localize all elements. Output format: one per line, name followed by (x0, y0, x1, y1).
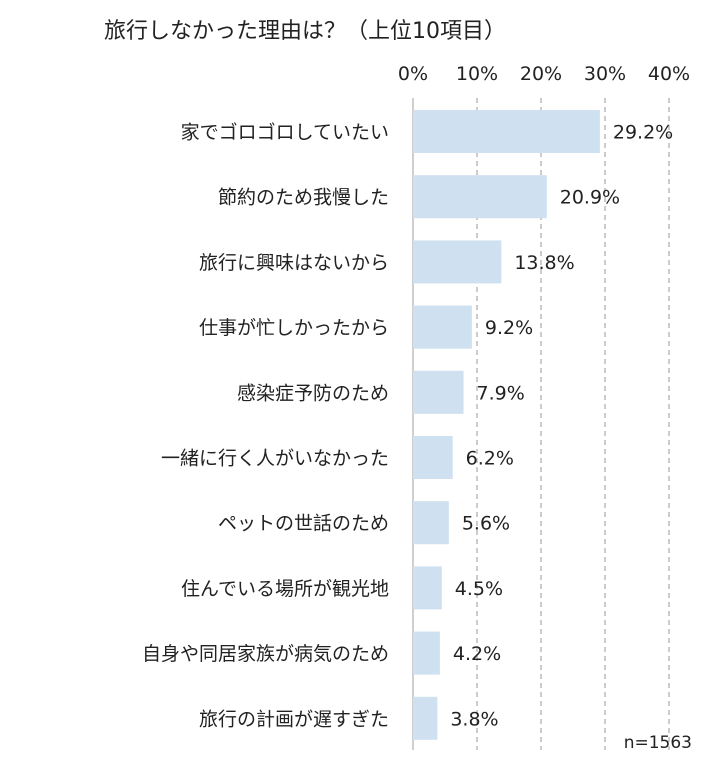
x-tick-label: 0% (398, 63, 428, 85)
bar (413, 240, 502, 284)
sample-size-note: n=1563 (624, 733, 692, 753)
category-label: 自身や同居家族が病気のため (142, 643, 389, 665)
category-label: 家でゴロゴロしていたい (181, 122, 389, 144)
x-tick-label: 20% (520, 63, 562, 85)
x-axis-ticks: 0% 10% 20% 30% 40% (398, 63, 690, 85)
bar (413, 566, 442, 610)
x-tick-label: 30% (584, 63, 626, 85)
category-label: 住んでいる場所が観光地 (181, 578, 389, 600)
bar (413, 501, 449, 545)
value-label: 5.6% (462, 513, 510, 535)
chart-title: 旅行しなかった理由は？（上位10項目） (104, 19, 506, 44)
value-label: 9.2% (485, 317, 533, 339)
category-label: 仕事が忙しかったから (199, 317, 389, 339)
value-label: 20.9% (560, 187, 620, 209)
x-tick-label: 10% (456, 63, 498, 85)
bar (413, 370, 464, 414)
value-label: 3.8% (450, 708, 498, 730)
bar (413, 436, 453, 479)
value-label: 4.2% (453, 643, 501, 665)
bar (413, 175, 547, 219)
bar (413, 631, 440, 675)
category-label: 旅行の計画が遅すぎた (199, 708, 389, 730)
category-label: ペットの世話のため (218, 513, 389, 535)
value-label: 6.2% (466, 448, 514, 470)
value-label: 4.5% (455, 578, 503, 600)
category-label: 感染症予防のため (237, 382, 389, 404)
x-tick-label: 40% (648, 63, 690, 85)
value-label: 7.9% (477, 382, 525, 404)
bar (413, 110, 600, 153)
bars (413, 110, 600, 740)
bar (413, 696, 438, 740)
value-label: 13.8% (514, 252, 574, 274)
bar (413, 305, 472, 349)
category-label: 節約のため我慢した (218, 187, 389, 209)
category-label: 一緒に行く人がいなかった (161, 448, 389, 470)
category-label: 旅行に興味はないから (199, 252, 389, 274)
value-label: 29.2% (613, 122, 673, 144)
value-labels: 29.2% 20.9% 13.8% 9.2% 7.9% 6.2% 5.6% 4.5% 4.2% 3… (450, 122, 673, 731)
category-labels: 家でゴロゴロしていたい節約のため我慢した旅行に興味はないから仕事が忙しかったから… (142, 122, 389, 731)
